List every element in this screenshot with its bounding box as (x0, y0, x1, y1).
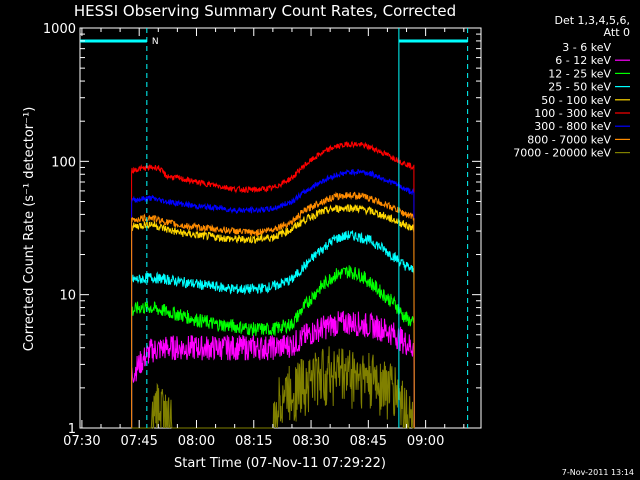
series-line-4 (131, 203, 415, 429)
x-tick-label-3: 08:15 (235, 434, 272, 449)
series-line-6 (131, 168, 415, 429)
x-tick-label-5: 08:45 (350, 434, 387, 449)
legend-label-7: 800 - 7000 keV (527, 133, 611, 146)
plot-area (79, 27, 482, 429)
x-tick-label-2: 08:00 (178, 434, 215, 449)
legend-label-2: 12 - 25 keV (548, 67, 611, 80)
legend-label-3: 25 - 50 keV (548, 81, 611, 94)
legend-label-0: 3 - 6 keV (562, 41, 611, 54)
legend-label-5: 100 - 300 keV (534, 107, 611, 120)
y-tick-label-2: 100 (51, 155, 76, 170)
series-line-3 (131, 230, 415, 429)
axis-ticks: 07:30 07:45 08:00 08:15 08:30 08:45 09:00 1 10 10… (43, 22, 481, 449)
plot-frame (79, 27, 482, 429)
series-line-7 (131, 191, 415, 429)
chart-title: HESSI Observing Summary Count Rates, Cor… (74, 2, 456, 20)
legend-label-4: 50 - 100 keV (541, 94, 611, 107)
footer-timestamp: 7-Nov-2011 13:14 (562, 468, 634, 477)
night-marker-label: N (152, 37, 159, 47)
series-layer (131, 140, 415, 429)
series-line-2 (131, 265, 415, 429)
legend-header-line-2: Att 0 (604, 26, 630, 39)
x-tick-label-6: 09:00 (407, 434, 444, 449)
y-axis-label: Corrected Count Rate (s⁻¹ detector⁻¹) (22, 107, 37, 352)
legend-label-6: 300 - 800 keV (534, 120, 611, 133)
y-tick-label-3: 1000 (43, 22, 76, 37)
legend-label-1: 6 - 12 keV (555, 54, 611, 67)
x-axis-label: Start Time (07-Nov-11 07:29:22) (174, 456, 386, 471)
x-tick-label-4: 08:30 (292, 434, 329, 449)
y-tick-label-0: 1 (68, 422, 76, 437)
series-line-5 (131, 140, 415, 429)
x-tick-label-0: 07:30 (63, 434, 100, 449)
series-line-1 (131, 310, 415, 429)
legend-header-line-1: Det 1,3,4,5,6, (554, 14, 630, 27)
y-tick-label-1: 10 (59, 289, 76, 304)
x-tick-label-1: 07:45 (120, 434, 157, 449)
overlay-layer: N (80, 28, 469, 428)
legend-label-8: 7000 - 20000 keV (513, 147, 611, 160)
